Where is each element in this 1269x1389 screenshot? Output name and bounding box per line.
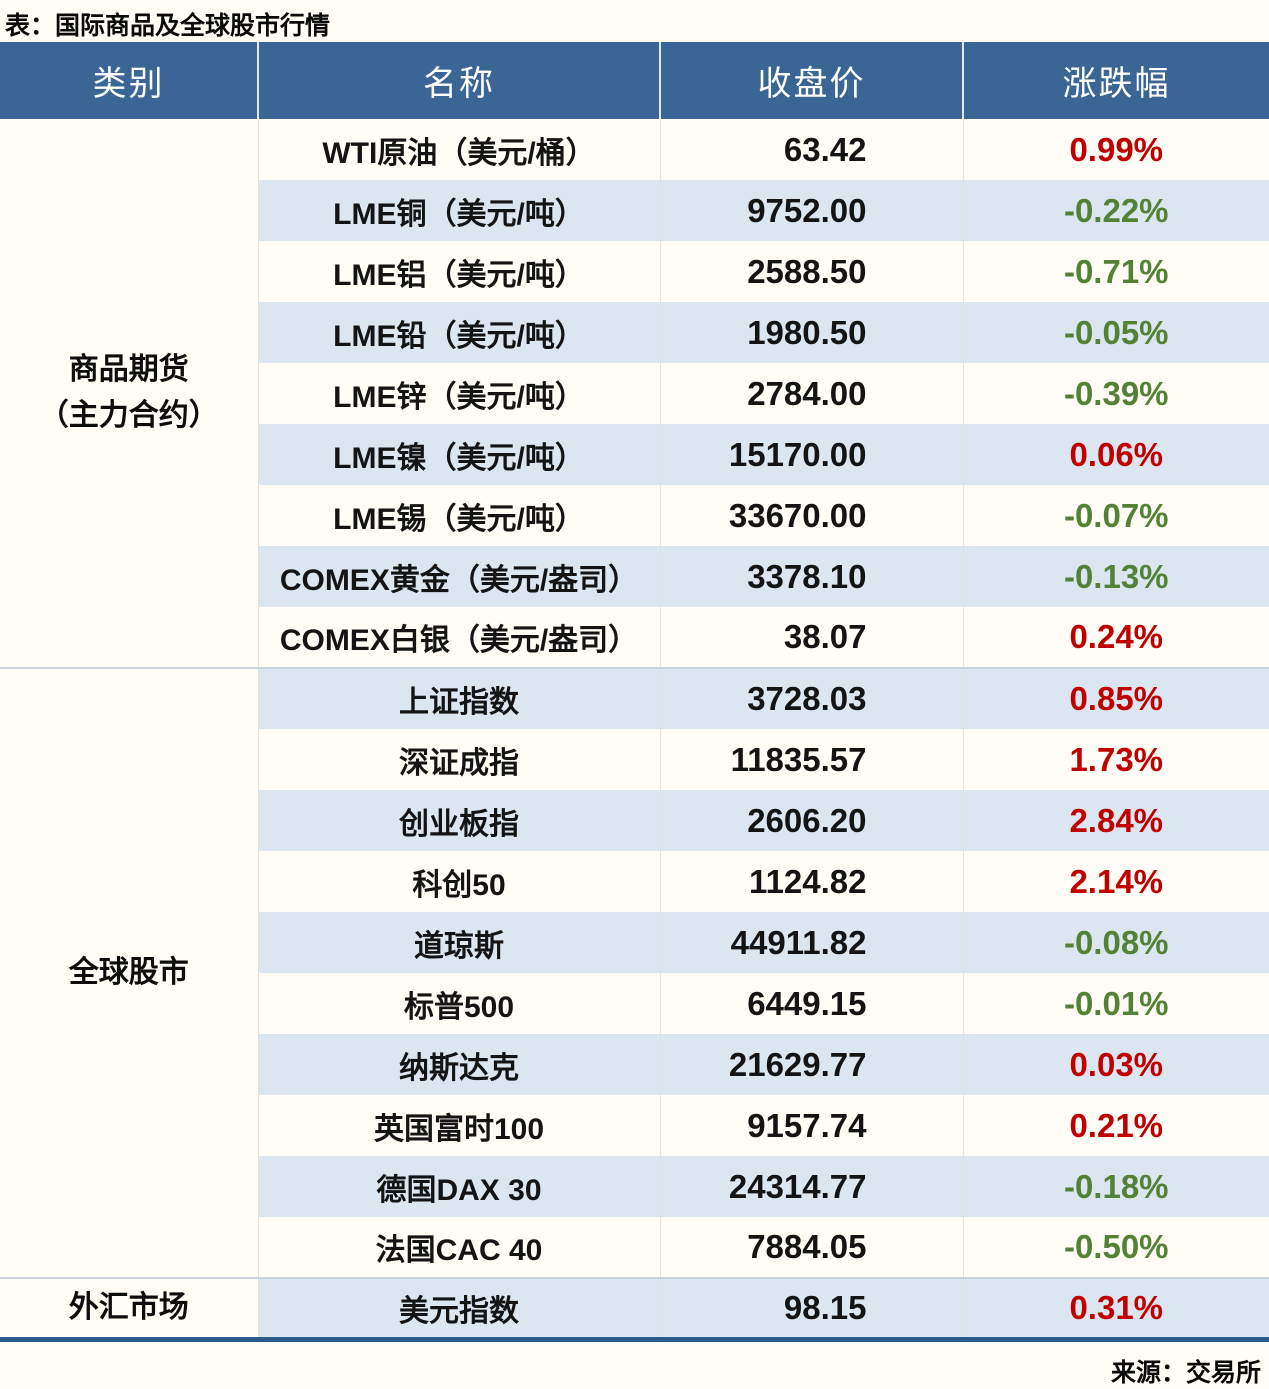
change-pct-cell: 0.99% (962, 119, 1269, 180)
page-title: 表：国际商品及全球股市行情 (5, 12, 331, 40)
change-pct-cell: -0.08% (962, 912, 1269, 973)
table-row: LME铅（美元/吨） 1980.50 -0.05% (0, 302, 1269, 363)
close-price-cell: 38.07 (659, 607, 963, 668)
table-row: LME铝（美元/吨） 2588.50 -0.71% (0, 241, 1269, 302)
change-pct-cell: 2.14% (962, 851, 1269, 912)
instrument-name-cell: 上证指数 (257, 667, 660, 729)
instrument-name-cell: LME铝（美元/吨） (257, 241, 660, 302)
change-pct-cell: -0.39% (962, 363, 1269, 424)
change-pct-cell: 1.73% (962, 729, 1269, 790)
change-pct-cell: 0.03% (962, 1034, 1269, 1095)
instrument-name-cell: LME铜（美元/吨） (257, 180, 660, 241)
source-note: 来源：交易所 (1110, 1358, 1261, 1387)
col-header-name: 名称 (257, 42, 660, 119)
table-body: 商品期货 （主力合约） WTI原油（美元/桶） 63.42 0.99% LME铜（美元/吨… (0, 119, 1269, 1339)
close-price-cell: 7884.05 (659, 1217, 963, 1278)
market-table: 类别 名称 收盘价 涨跌幅 商品期货 （主力合约） WTI原油（美元/桶） 63.42… (0, 42, 1269, 1342)
change-pct-cell: 2.84% (962, 790, 1269, 851)
close-price-cell: 24314.77 (659, 1156, 963, 1217)
col-header-close: 收盘价 (659, 42, 963, 119)
close-price-cell: 9752.00 (659, 180, 963, 241)
close-price-cell: 33670.00 (659, 485, 963, 546)
close-price-cell: 6449.15 (659, 973, 963, 1034)
change-pct-cell: -0.13% (962, 546, 1269, 607)
category-cell: 商品期货 （主力合约） (0, 119, 259, 668)
category-cell: 外汇市场 (0, 1277, 259, 1339)
table-row: 德国DAX 30 24314.77 -0.18% (0, 1156, 1269, 1217)
change-pct-cell: 0.06% (962, 424, 1269, 485)
instrument-name-cell: 创业板指 (257, 790, 660, 851)
table-row: 外汇市场 美元指数 98.15 0.31% (0, 1277, 1269, 1339)
table-row: 商品期货 （主力合约） WTI原油（美元/桶） 63.42 0.99% (0, 119, 1269, 668)
close-price-cell: 15170.00 (659, 424, 963, 485)
close-price-cell: 3378.10 (659, 546, 963, 607)
category-label-line: 全球股市 (68, 955, 189, 989)
category-cell: 全球股市 (0, 667, 259, 1278)
table-row: LME锡（美元/吨） 33670.00 -0.07% (0, 485, 1269, 546)
table-row: 道琼斯 44911.82 -0.08% (0, 912, 1269, 973)
table-row: 英国富时100 9157.74 0.21% (0, 1095, 1269, 1156)
change-pct-cell: -0.22% (962, 180, 1269, 241)
table-row: 标普500 6449.15 -0.01% (0, 973, 1269, 1034)
header-row: 类别 名称 收盘价 涨跌幅 (0, 42, 1269, 119)
instrument-name-cell: LME铅（美元/吨） (257, 302, 660, 363)
close-price-cell: 1980.50 (659, 302, 963, 363)
change-pct-cell: -0.05% (962, 302, 1269, 363)
table-row: 深证成指 11835.57 1.73% (0, 729, 1269, 790)
close-price-cell: 2606.20 (659, 790, 963, 851)
table-row: 科创50 1124.82 2.14% (0, 851, 1269, 912)
close-price-cell: 3728.03 (659, 667, 963, 729)
category-label-line: （主力合约） (38, 399, 219, 432)
instrument-name-cell: WTI原油（美元/桶） (257, 119, 660, 180)
instrument-name-cell: 纳斯达克 (257, 1034, 660, 1095)
instrument-name-cell: LME锡（美元/吨） (257, 485, 660, 546)
col-header-category: 类别 (0, 42, 258, 119)
table-row: LME锌（美元/吨） 2784.00 -0.39% (0, 363, 1269, 424)
close-price-cell: 2588.50 (659, 241, 963, 302)
change-pct-cell: -0.01% (962, 973, 1269, 1034)
instrument-name-cell: 道琼斯 (257, 912, 660, 973)
instrument-name-cell: 德国DAX 30 (257, 1156, 660, 1217)
change-pct-cell: 0.85% (962, 667, 1269, 729)
instrument-name-cell: LME镍（美元/吨） (257, 424, 660, 485)
close-price-cell: 1124.82 (659, 851, 963, 912)
change-pct-cell: 0.21% (962, 1095, 1269, 1156)
close-price-cell: 11835.57 (659, 729, 963, 790)
instrument-name-cell: COMEX白银（美元/盎司） (257, 607, 660, 668)
table-row: COMEX白银（美元/盎司） 38.07 0.24% (0, 607, 1269, 668)
close-price-cell: 98.15 (659, 1277, 963, 1339)
table-row: LME铜（美元/吨） 9752.00 -0.22% (0, 180, 1269, 241)
table-row: COMEX黄金（美元/盎司） 3378.10 -0.13% (0, 546, 1269, 607)
instrument-name-cell: 深证成指 (257, 729, 660, 790)
instrument-name-cell: 英国富时100 (257, 1095, 660, 1156)
table-row: 全球股市 上证指数 3728.03 0.85% (0, 667, 1269, 1278)
instrument-name-cell: COMEX黄金（美元/盎司） (257, 546, 660, 607)
close-price-cell: 9157.74 (659, 1095, 963, 1156)
close-price-cell: 21629.77 (659, 1034, 963, 1095)
change-pct-cell: 0.31% (962, 1277, 1269, 1339)
change-pct-cell: 0.24% (962, 607, 1269, 668)
instrument-name-cell: LME锌（美元/吨） (257, 363, 660, 424)
change-pct-cell: -0.18% (962, 1156, 1269, 1217)
col-header-change: 涨跌幅 (962, 42, 1269, 119)
change-pct-cell: -0.71% (962, 241, 1269, 302)
close-price-cell: 2784.00 (659, 363, 963, 424)
table-row: LME镍（美元/吨） 15170.00 0.06% (0, 424, 1269, 485)
instrument-name-cell: 科创50 (257, 851, 660, 912)
instrument-name-cell: 标普500 (257, 973, 660, 1034)
close-price-cell: 63.42 (659, 119, 963, 180)
table-header: 类别 名称 收盘价 涨跌幅 (0, 42, 1269, 119)
change-pct-cell: -0.07% (962, 485, 1269, 546)
instrument-name-cell: 美元指数 (257, 1277, 660, 1339)
category-label-line: 商品期货 (68, 352, 189, 386)
instrument-name-cell: 法国CAC 40 (257, 1217, 660, 1278)
close-price-cell: 44911.82 (659, 912, 963, 973)
table-row: 法国CAC 40 7884.05 -0.50% (0, 1217, 1269, 1278)
change-pct-cell: -0.50% (962, 1217, 1269, 1278)
table-row: 纳斯达克 21629.77 0.03% (0, 1034, 1269, 1095)
table-row: 创业板指 2606.20 2.84% (0, 790, 1269, 851)
category-label-line: 外汇市场 (68, 1290, 189, 1324)
